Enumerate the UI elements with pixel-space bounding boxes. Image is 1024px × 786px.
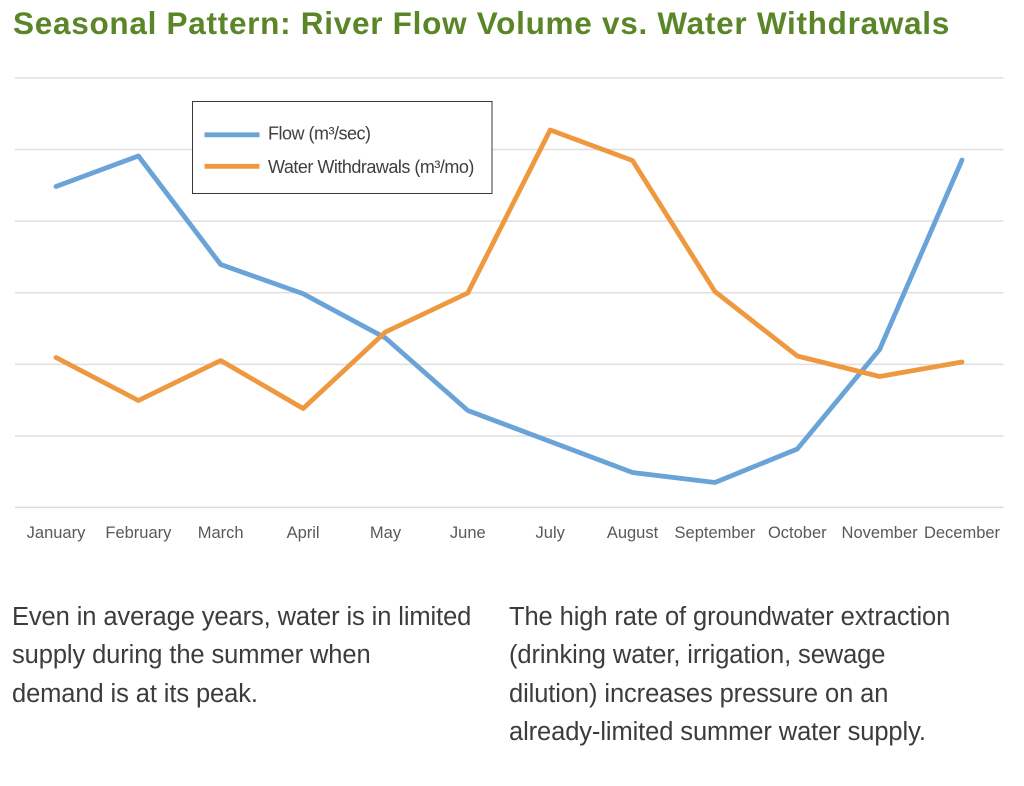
svg-text:February: February	[105, 524, 172, 542]
svg-text:March: March	[198, 524, 244, 542]
svg-text:August: August	[607, 524, 659, 542]
svg-text:June: June	[450, 524, 486, 542]
svg-text:Flow (m³/sec): Flow (m³/sec)	[268, 124, 371, 144]
svg-text:October: October	[768, 524, 827, 542]
svg-text:September: September	[675, 524, 756, 542]
svg-text:July: July	[536, 524, 566, 542]
svg-text:May: May	[370, 524, 402, 542]
svg-text:November: November	[842, 524, 919, 542]
svg-text:January: January	[27, 524, 86, 542]
svg-text:April: April	[287, 524, 320, 542]
svg-text:December: December	[924, 524, 1001, 542]
svg-text:Water Withdrawals (m³/mo): Water Withdrawals (m³/mo)	[268, 157, 474, 177]
